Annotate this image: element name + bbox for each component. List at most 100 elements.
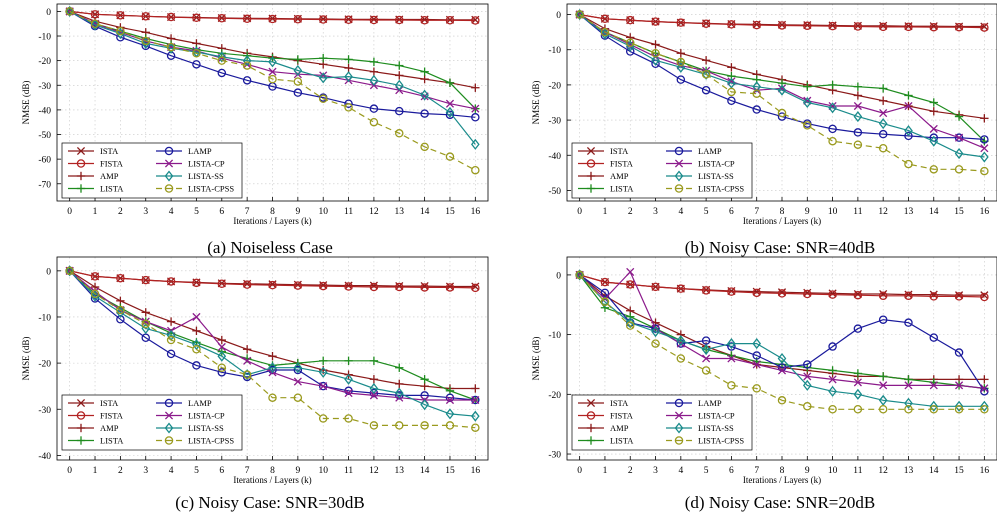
- y-tick-label: 0: [46, 8, 51, 18]
- legend-label: LISTA: [610, 436, 634, 446]
- x-tick-label: 4: [678, 466, 683, 476]
- x-tick-label: 15: [445, 207, 455, 217]
- legend-swatch-marker: [76, 411, 86, 420]
- legend-label: ISTA: [100, 146, 119, 156]
- data-point: [445, 421, 455, 430]
- series-line: [579, 14, 985, 119]
- x-tick-label: 16: [471, 207, 481, 217]
- data-point: [954, 400, 964, 412]
- data-point: [600, 297, 610, 307]
- y-axis-label: NMSE (dB): [21, 337, 31, 381]
- data-point: [293, 64, 303, 77]
- series-line: [69, 270, 476, 429]
- data-point: [828, 342, 837, 351]
- data-point: [954, 404, 964, 414]
- data-point: [116, 305, 125, 315]
- panel-caption-d: (d) Noisy Case: SNR=20dB: [684, 493, 876, 512]
- data-point: [980, 384, 989, 393]
- x-axis-label: Iterations / Layers (k): [743, 475, 821, 485]
- data-point: [828, 136, 837, 146]
- series-lista-cpss: [575, 10, 989, 176]
- data-point: [420, 283, 429, 292]
- data-point: [980, 292, 989, 302]
- data-point: [676, 75, 686, 84]
- data-point: [904, 404, 913, 414]
- x-tick-label: 11: [853, 207, 862, 217]
- data-point: [445, 99, 455, 108]
- x-tick-label: 4: [169, 207, 174, 217]
- y-tick-label: -30: [38, 82, 51, 92]
- data-point: [904, 397, 913, 409]
- data-point: [141, 275, 150, 285]
- data-point: [344, 386, 353, 396]
- y-axis-label: NMSE (dB): [21, 81, 31, 125]
- data-point: [65, 5, 74, 17]
- data-point: [369, 282, 379, 292]
- data-point: [141, 319, 150, 329]
- legend-label: LISTA-SS: [188, 171, 224, 181]
- data-point: [420, 399, 429, 411]
- legend-label: ISTA: [100, 398, 119, 408]
- data-point: [242, 369, 252, 381]
- data-point: [904, 291, 913, 301]
- data-point: [803, 288, 812, 297]
- legend-label: LISTA-CPSS: [188, 184, 234, 194]
- data-point: [192, 345, 201, 354]
- legend-label: LISTA-SS: [698, 423, 734, 433]
- y-tick-label: -70: [38, 180, 51, 190]
- data-point: [625, 40, 635, 52]
- data-point: [651, 17, 660, 26]
- data-point: [853, 140, 863, 149]
- data-point: [471, 16, 480, 25]
- x-tick-label: 11: [344, 207, 353, 217]
- data-point: [318, 72, 328, 84]
- x-tick-label: 8: [780, 207, 785, 217]
- data-point: [954, 291, 964, 300]
- data-point: [116, 315, 125, 324]
- data-point: [141, 333, 150, 342]
- legend-swatch-marker: [164, 422, 174, 434]
- data-point: [879, 108, 888, 118]
- data-point: [727, 342, 736, 351]
- data-point: [242, 372, 252, 382]
- data-point: [676, 18, 686, 27]
- data-point: [471, 165, 480, 175]
- legend-label: LISTA-CP: [188, 411, 225, 421]
- legend-swatch-marker: [674, 184, 684, 193]
- data-point: [777, 289, 787, 298]
- legend-label: LISTA-CP: [698, 411, 735, 421]
- x-tick-label: 8: [780, 466, 785, 476]
- data-point: [980, 135, 989, 144]
- data-point: [394, 387, 404, 399]
- x-tick-label: 9: [805, 207, 810, 217]
- data-point: [90, 272, 100, 281]
- x-tick-label: 7: [754, 207, 759, 217]
- x-tick-label: 16: [980, 466, 990, 476]
- data-point: [445, 408, 455, 420]
- x-tick-label: 3: [653, 466, 658, 476]
- data-point: [777, 288, 787, 297]
- x-tick-label: 2: [628, 466, 633, 476]
- data-point: [853, 22, 863, 31]
- data-point: [116, 306, 125, 318]
- data-point: [752, 360, 761, 369]
- data-point: [980, 151, 989, 163]
- legend-label: LISTA: [100, 184, 124, 194]
- data-point: [752, 20, 761, 30]
- data-point: [828, 124, 837, 134]
- legend: ISTA FISTA AMP LISTA LAMP LISTA-CP LISTA-SS LIS…: [571, 142, 753, 199]
- x-tick-label: 5: [194, 207, 199, 217]
- data-point: [929, 135, 939, 147]
- data-point: [727, 87, 736, 97]
- data-point: [471, 113, 480, 122]
- data-point: [141, 36, 150, 46]
- x-tick-label: 13: [904, 207, 914, 217]
- data-point: [268, 74, 277, 84]
- data-point: [625, 38, 635, 47]
- data-point: [878, 315, 888, 324]
- data-point: [701, 343, 711, 356]
- series-line: [69, 270, 476, 417]
- series-lista-ss: [65, 265, 480, 422]
- data-point: [90, 290, 100, 302]
- x-tick-label: 5: [704, 207, 709, 217]
